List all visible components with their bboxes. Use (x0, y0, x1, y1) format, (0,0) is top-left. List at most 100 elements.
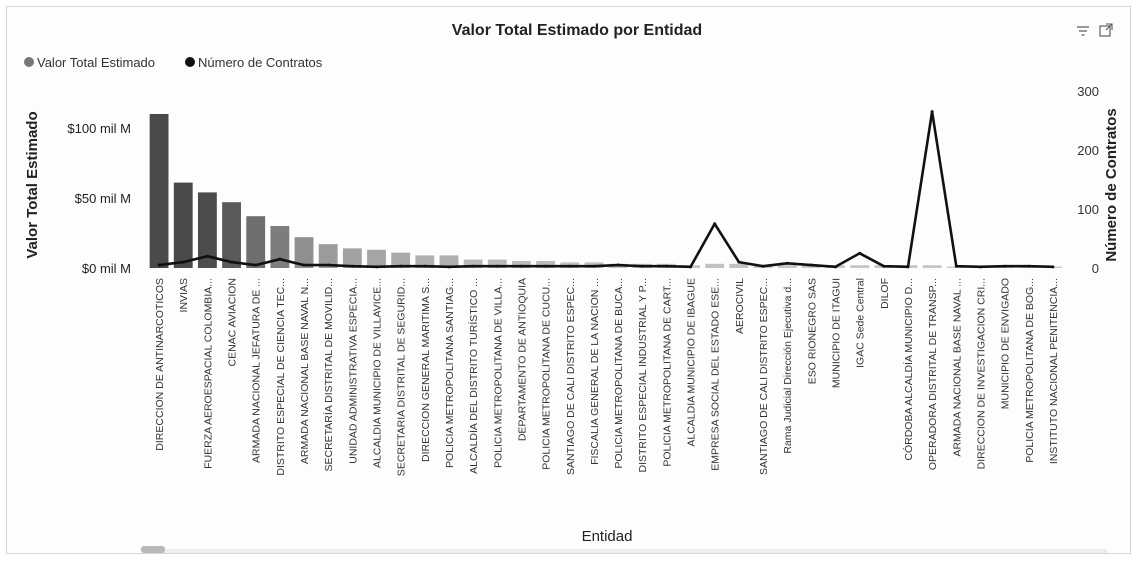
x-category-label: IGAC Sede Central (855, 278, 867, 368)
bar[interactable] (536, 261, 556, 268)
line-point[interactable] (205, 254, 209, 258)
line-point[interactable] (906, 265, 910, 269)
x-category-label: ESO RIONEGRO SAS (806, 278, 818, 384)
line-point[interactable] (254, 263, 258, 267)
x-category-label: DIRECCION DE INVESTIGACION CRI... (975, 278, 987, 469)
x-category-label: ARMADA NACIONAL BASE NAVAL N... (299, 278, 311, 464)
bar[interactable] (222, 202, 241, 268)
focus-mode-icon[interactable] (1099, 23, 1113, 37)
x-axis-categories: DIRECCION DE ANTINARCOTICOS INVIAS FUERZA … (154, 278, 1060, 476)
line-point[interactable] (326, 263, 330, 267)
scrollbar-track[interactable] (147, 549, 1107, 553)
line-point[interactable] (230, 260, 234, 264)
legend: Valor Total Estimado Número de Contratos (24, 55, 323, 70)
line-point[interactable] (399, 264, 403, 268)
bar[interactable] (922, 265, 942, 268)
bar[interactable] (850, 265, 870, 268)
x-category-label: DEPARTAMENTO DE ANTIOQUIA (516, 278, 528, 441)
bar[interactable] (270, 226, 290, 268)
line-point[interactable] (809, 263, 813, 267)
x-category-label: ALCALDÍA DEL DISTRITO TURÍSTICO ... (467, 278, 480, 474)
bar[interactable] (801, 265, 821, 268)
bar[interactable] (463, 259, 483, 268)
y2-tick-label: 100 (1077, 202, 1099, 217)
line-point[interactable] (302, 263, 306, 267)
line-point[interactable] (640, 264, 644, 268)
y2-axis-ticks: 0 100 200 300 (1077, 84, 1099, 276)
bar[interactable] (487, 259, 507, 268)
bar[interactable] (415, 255, 435, 268)
bar[interactable] (318, 244, 338, 268)
line-point[interactable] (616, 263, 620, 267)
y-tick-label: $0 mil M (82, 261, 131, 276)
line-point[interactable] (278, 257, 282, 261)
scrollbar-thumb[interactable] (141, 546, 165, 553)
x-category-label: MUNICIPIO DE ENVIGADO (1000, 278, 1012, 409)
line-point[interactable] (664, 264, 668, 268)
bar[interactable] (246, 216, 266, 268)
line-point[interactable] (592, 264, 596, 268)
line-point[interactable] (882, 264, 886, 268)
line-point[interactable] (544, 264, 548, 268)
line-point[interactable] (834, 265, 837, 269)
line-point[interactable] (1003, 264, 1007, 268)
x-category-label: SECRETARIA DISTRITAL DE SEGURID... (396, 278, 408, 476)
line-point[interactable] (471, 264, 475, 268)
line-point[interactable] (1027, 264, 1031, 268)
line-point[interactable] (954, 264, 958, 268)
legend-label-valor: Valor Total Estimado (37, 55, 155, 70)
bar[interactable] (705, 263, 725, 268)
bar[interactable] (512, 261, 531, 268)
x-category-label: AEROCIVIL (734, 278, 746, 334)
line-point[interactable] (713, 222, 717, 226)
line-point[interactable] (375, 265, 378, 269)
bar[interactable] (777, 265, 797, 268)
bar[interactable] (173, 182, 193, 268)
line-point[interactable] (519, 264, 523, 268)
line-point[interactable] (495, 264, 499, 268)
line-point[interactable] (737, 260, 741, 264)
x-category-label: CÓRDOBA ALCALDÍA MUNICIPIO D... (902, 278, 915, 461)
y-axis-title: Valor Total Estimado (24, 111, 41, 258)
line-point[interactable] (689, 265, 693, 269)
bar[interactable] (367, 249, 386, 268)
bar[interactable] (342, 248, 362, 268)
x-category-label: CENAC AVIACION (227, 278, 239, 367)
x-category-label: POLICIA METROPOLITANA DE BUCA... (613, 278, 625, 469)
line-point[interactable] (181, 260, 185, 264)
y-axis-ticks: $0 mil M $50 mil M $100 mil M (67, 121, 131, 276)
chart-svg: Valor Total Estimado por Entidad Valor T… (24, 22, 1120, 553)
line-point[interactable] (157, 263, 161, 267)
line-point[interactable] (350, 264, 354, 268)
filter-icon[interactable] (1077, 26, 1089, 36)
line-point[interactable] (858, 251, 862, 255)
x-category-label: SANTIAGO DE CALI DISTRITO ESPEC... (758, 278, 770, 475)
x-category-label: POLICIA METROPOLITANA DE BOG... (1024, 278, 1036, 463)
line-point[interactable] (978, 265, 982, 269)
line-point[interactable] (930, 110, 934, 114)
bar[interactable] (439, 255, 459, 268)
line-point[interactable] (1051, 265, 1055, 269)
x-category-label: ALCALDIA MUNICIPIO DE VILLAVICE... (372, 278, 384, 468)
y-tick-label: $50 mil M (75, 191, 131, 206)
line-point[interactable] (785, 261, 789, 265)
bar[interactable] (729, 263, 749, 268)
bar[interactable] (391, 252, 411, 268)
x-category-label: UNIDAD ADMINISTRATIVA ESPECIA... (347, 278, 359, 464)
bar[interactable] (197, 192, 217, 268)
bar[interactable] (294, 237, 314, 268)
bar-series (149, 114, 1063, 268)
line-point[interactable] (761, 264, 765, 268)
line-point[interactable] (447, 265, 451, 269)
line-contratos[interactable] (158, 110, 1053, 269)
x-category-label: OPERADORA DISTRITAL DE TRANSP... (927, 278, 939, 470)
bar[interactable] (149, 114, 169, 268)
line-point[interactable] (423, 264, 427, 268)
line-point[interactable] (568, 264, 572, 268)
y2-tick-label: 0 (1092, 261, 1099, 276)
x-category-label: Rama Judicial Dirección Ejecutiva d... (782, 278, 794, 454)
x-category-label: MUNICIPIO DE ITAGUI (831, 278, 843, 388)
chart-title: Valor Total Estimado por Entidad (452, 22, 702, 39)
x-category-label: EMPRESA SOCIAL DEL ESTADO ESE... (710, 278, 722, 471)
line-series (157, 110, 1055, 269)
